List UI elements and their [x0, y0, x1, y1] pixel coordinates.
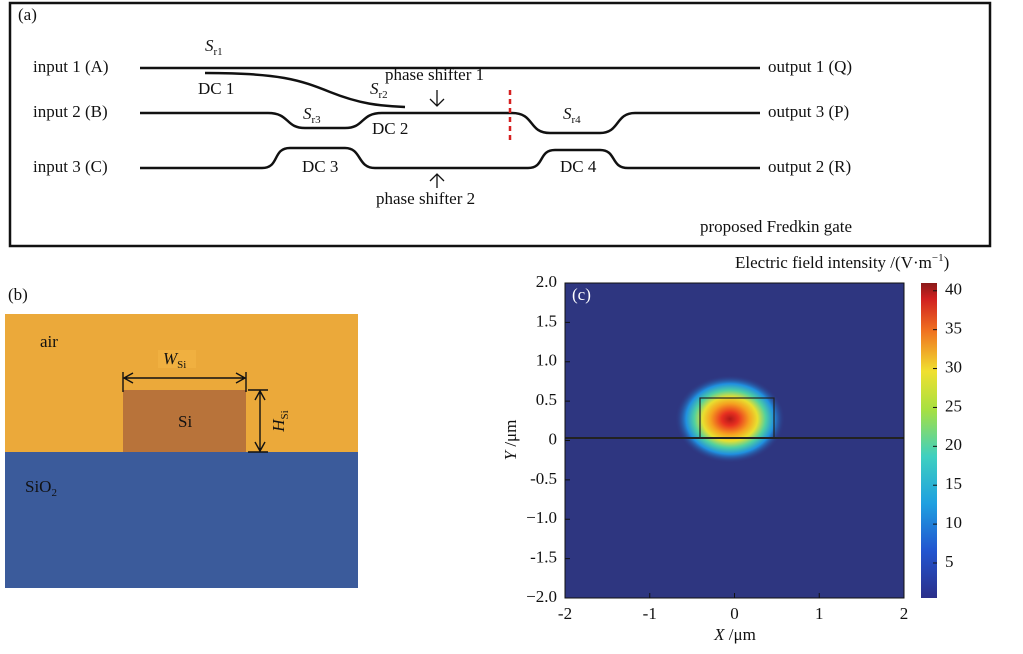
height-arrow [248, 389, 268, 453]
output-label: output 1 (Q) [768, 57, 852, 76]
colorbar-title: Electric field intensity /(V·m−1) [735, 252, 949, 272]
label-bg [158, 350, 196, 368]
arrow-down [429, 90, 445, 107]
input-label: input 3 (C) [33, 157, 108, 176]
y-tick-label: 1.5 [536, 311, 557, 330]
colorbar-tick-label: 5 [945, 552, 954, 571]
bend-label: Sr4 [563, 104, 581, 126]
subscript: r1 [214, 46, 223, 58]
width-arrow [122, 372, 247, 392]
colorbar [921, 283, 937, 598]
y-axis-label: Y /μm [501, 420, 520, 461]
symbol: Y [501, 449, 520, 460]
panel-label: (c) [572, 285, 591, 304]
output-label: output 3 (P) [768, 102, 849, 121]
symbol: S [205, 36, 214, 55]
x-tick-label: 0 [730, 604, 739, 623]
y-tick-label: -0.5 [530, 469, 557, 488]
symbol: S [303, 104, 312, 123]
colorbar-tick-label: 15 [945, 474, 962, 493]
shifter-label: phase shifter 2 [376, 189, 475, 208]
unit: /μm [501, 420, 520, 451]
y-tick-label: 2.0 [536, 272, 557, 291]
si-core [123, 390, 246, 452]
region-label: Si [178, 412, 192, 431]
coupler-label: DC 4 [560, 157, 597, 176]
colorbar-tick-label: 30 [945, 357, 962, 376]
symbol: S [370, 79, 379, 98]
symbol: SiO [25, 477, 51, 496]
region-label: air [40, 332, 58, 351]
colorbar-tick-label: 40 [945, 280, 962, 299]
bend-label: Sr3 [303, 104, 321, 126]
symbol: X [713, 625, 725, 644]
dimension-label: WSi [163, 349, 186, 371]
waveguide-2 [140, 111, 760, 135]
shifter-label: phase shifter 1 [385, 65, 484, 84]
colorbar-tick-label: 35 [945, 319, 962, 338]
input-label: input 2 (B) [33, 102, 108, 121]
panel-a-frame [8, 1, 992, 248]
superscript: −1 [932, 252, 944, 264]
field-spot [675, 375, 785, 463]
coupler-label: DC 3 [302, 157, 338, 176]
subscript: r4 [572, 114, 582, 126]
region-label: SiO2 [25, 477, 57, 499]
title-end: ) [944, 253, 950, 272]
subscript: r3 [312, 114, 322, 126]
bend-label: Sr2 [370, 79, 388, 101]
y-tick-label: 0 [549, 429, 558, 448]
x-tick-label: 2 [900, 604, 909, 623]
y-tick-label: 1.0 [536, 351, 557, 370]
substrate-region [5, 452, 358, 588]
symbol: S [563, 104, 572, 123]
subscript: Si [177, 359, 186, 371]
subscript: Si [279, 410, 291, 419]
x-axis-label: X /μm [713, 625, 756, 644]
input-label: input 1 (A) [33, 57, 109, 76]
unit: /μm [725, 625, 756, 644]
symbol: H [269, 418, 288, 433]
dimension-label: HSi [269, 410, 291, 432]
x-tick-label: 1 [815, 604, 824, 623]
panel-label: (a) [18, 5, 37, 24]
coupler-label: DC 1 [198, 79, 234, 98]
bend-label: Sr1 [205, 36, 223, 58]
x-tick-label: -1 [643, 604, 657, 623]
y-tick-label: 0.5 [536, 390, 557, 409]
coupler-label: DC 2 [372, 119, 408, 138]
arrow-up [429, 173, 445, 188]
panel-label: (b) [8, 285, 28, 304]
y-tick-label: -1.5 [530, 548, 557, 567]
output-label: output 2 (R) [768, 157, 851, 176]
colorbar-tick-label: 20 [945, 435, 962, 454]
y-tick-label: −1.0 [526, 508, 557, 527]
dc1-coupler [204, 71, 406, 109]
colorbar-tick-label: 10 [945, 513, 962, 532]
x-tick-label: -2 [558, 604, 572, 623]
waveguide-3 [140, 146, 760, 170]
symbol: W [163, 349, 179, 368]
subscript: 2 [51, 487, 57, 499]
title-text: Electric field intensity /(V·m [735, 253, 932, 272]
colorbar-tick-label: 25 [945, 396, 962, 415]
subscript: r2 [379, 89, 388, 101]
caption: proposed Fredkin gate [700, 217, 852, 236]
y-tick-label: −2.0 [526, 587, 557, 606]
